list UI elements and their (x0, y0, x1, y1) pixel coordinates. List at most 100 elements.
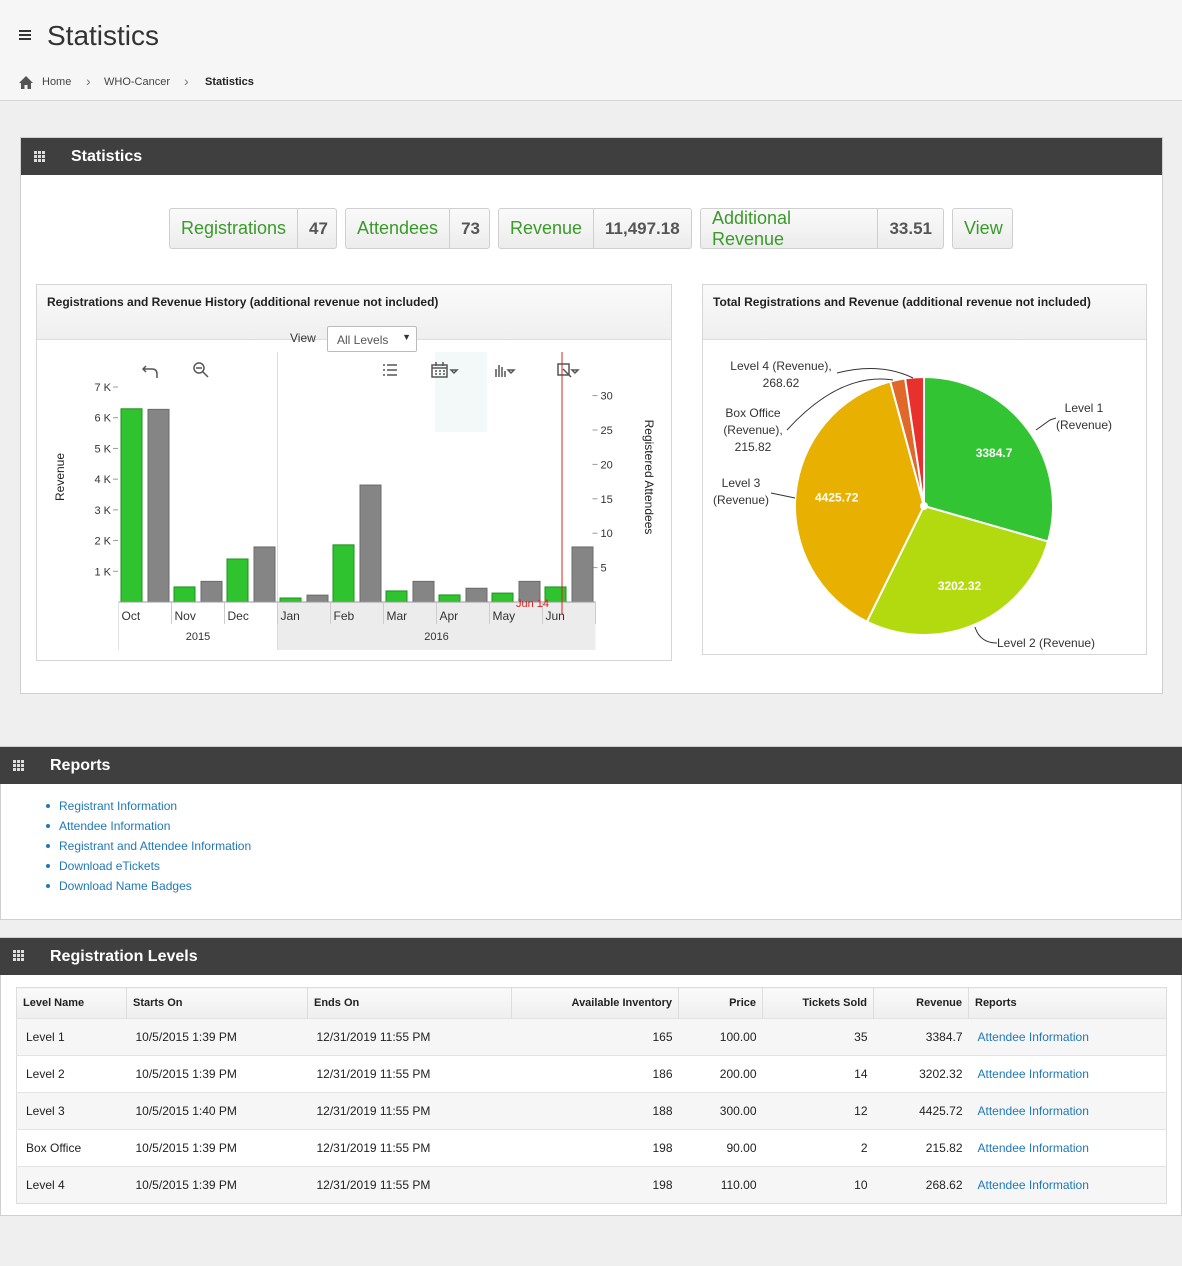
summary-label: Revenue (510, 218, 583, 238)
x-tick-label: Oct (122, 609, 141, 623)
table-cell: 3384.7 (873, 1018, 969, 1056)
grid-icon-dot (42, 151, 45, 154)
home-icon[interactable] (19, 76, 33, 89)
summary-label: Attendees (357, 218, 439, 238)
breadcrumb-link[interactable]: WHO-Cancer (104, 76, 171, 88)
y2-tick-label: 15 (601, 494, 613, 506)
table-cell: 4425.72 (873, 1092, 969, 1130)
report-link[interactable]: Download eTickets (59, 859, 160, 873)
view-button[interactable]: View (952, 208, 1013, 249)
y2-tick-label: 20 (601, 459, 613, 471)
y-tick-label: 7 K (94, 382, 111, 394)
grid-icon-dot (34, 155, 37, 158)
menu-icon[interactable] (19, 30, 33, 42)
level-select[interactable]: All Levels ▼ (327, 326, 417, 352)
y2-tick-label: 10 (601, 528, 613, 540)
table-row: Level 3 10/5/2015 1:40 PM 12/31/2019 11:55… (16, 1092, 1167, 1130)
column-header: Available Inventory (511, 987, 679, 1019)
label-connector (1035, 417, 1057, 431)
x-tick-label: Jan (281, 609, 300, 623)
grid-icon-dot (21, 768, 24, 771)
table-cell: 268.62 (873, 1166, 969, 1204)
bullet (46, 844, 50, 848)
slice-value-label: 3202.32 (938, 579, 982, 593)
grid-icon-dot (13, 768, 16, 771)
bullet (46, 864, 50, 868)
breadcrumb-current: Statistics (205, 76, 254, 88)
bar (491, 592, 514, 603)
slice-value-label: 3384.7 (976, 446, 1013, 460)
slice-label: Box Office (Revenue), 215.82 (723, 406, 783, 454)
grid-icon-dot (21, 760, 24, 763)
table-cell: 200.00 (678, 1055, 763, 1093)
legend-button[interactable] (383, 364, 397, 376)
summary-item: Additional Revenue 33.51 (700, 208, 944, 249)
y-axis-title: Revenue (53, 453, 67, 501)
zoom-out-button[interactable] (193, 362, 209, 378)
summary-item: Attendees 73 (345, 208, 490, 249)
slice-label: Level 2 (Revenue) (997, 636, 1096, 650)
select-value[interactable]: All Levels (337, 333, 389, 347)
bullet (46, 804, 50, 808)
panel-header: Registration Levels (0, 938, 1182, 975)
table-cell: 110.00 (678, 1166, 763, 1204)
table-row: Level 4 10/5/2015 1:39 PM 12/31/2019 11:55… (16, 1166, 1167, 1204)
slice-value-label: 4425.72 (815, 491, 859, 505)
report-link[interactable]: Attendee Information (968, 1166, 1167, 1204)
y-tick-label: 6 K (94, 413, 111, 425)
panel-header: Statistics (21, 138, 1162, 175)
slice-label: Level 3 (Revenue) (712, 476, 770, 507)
table-cell: 2 (762, 1129, 874, 1167)
bar (279, 597, 302, 603)
label-connector (974, 626, 998, 644)
panel-title: Statistics (71, 148, 143, 165)
x-tick-label: Jun (546, 609, 565, 623)
table-cell: 10 (762, 1166, 874, 1204)
grid-icon-dot (17, 760, 20, 763)
undo-button[interactable] (141, 365, 158, 378)
x-tick-label: Apr (440, 609, 459, 623)
bar (200, 580, 223, 603)
report-link[interactable]: Attendee Information (968, 1092, 1167, 1130)
report-link[interactable]: Attendee Information (968, 1129, 1167, 1167)
grid-icon-dot (38, 159, 41, 162)
report-link[interactable]: Registrant and Attendee Information (59, 839, 252, 853)
table-cell: 12/31/2019 11:55 PM (307, 1129, 512, 1167)
header-row: Level Name Starts On Ends On Available Inve… (16, 987, 1167, 1019)
report-link[interactable]: Attendee Information (968, 1018, 1167, 1056)
grid-icon-dot (38, 151, 41, 154)
view-label: View (290, 331, 316, 345)
table-cell: 90.00 (678, 1129, 763, 1167)
y-tick-label: 1 K (94, 566, 111, 578)
column-header: Revenue (873, 987, 969, 1019)
table-cell: 12/31/2019 11:55 PM (307, 1166, 512, 1204)
button-label[interactable]: View (964, 218, 1003, 238)
table-cell: Box Office (16, 1129, 127, 1167)
label-connector (836, 368, 914, 379)
y2-axis-title: Registered Attendees (642, 420, 656, 535)
grid-icon-dot (21, 764, 24, 767)
pie-slice (923, 375, 1054, 543)
grid-icon-dot (17, 764, 20, 767)
table-cell: 10/5/2015 1:39 PM (126, 1055, 308, 1093)
y-tick-label: 4 K (94, 474, 111, 486)
report-link[interactable]: Registrant Information (59, 799, 178, 813)
grid-icon-dot (13, 764, 16, 767)
table-cell: 198 (511, 1166, 679, 1204)
column-header: Ends On (307, 987, 512, 1019)
report-link[interactable]: Attendee Information (59, 819, 171, 833)
panel-title: Registration Levels (50, 948, 198, 965)
breadcrumb-link[interactable]: Home (42, 76, 72, 88)
levels-table: Level Name Starts On Ends On Available Inve… (16, 987, 1167, 1204)
period-button[interactable] (431, 362, 459, 378)
report-link[interactable]: Download Name Badges (59, 879, 192, 893)
grid-icon-dot (21, 950, 24, 953)
bar (226, 558, 249, 603)
x-tick-label: Nov (175, 609, 196, 623)
select-button[interactable] (557, 363, 580, 378)
table-cell: 10/5/2015 1:39 PM (126, 1018, 308, 1056)
chart-type-button[interactable] (495, 365, 516, 377)
y2-tick-label: 5 (601, 563, 607, 575)
report-link[interactable]: Attendee Information (968, 1055, 1167, 1093)
bar (571, 546, 594, 603)
